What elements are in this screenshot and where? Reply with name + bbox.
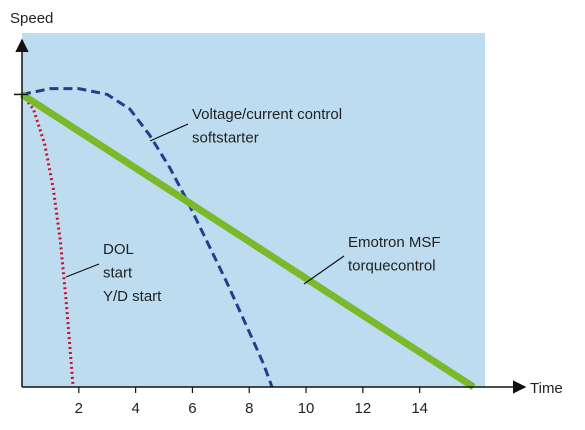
annotation-text: Emotron MSF <box>348 234 441 251</box>
annotation-text: Y/D start <box>103 288 162 305</box>
x-tick-label: 8 <box>245 400 253 417</box>
series-line <box>20 93 75 388</box>
plot-background <box>22 33 485 387</box>
annotation-text: Voltage/current control <box>192 106 342 123</box>
series-line <box>21 87 274 388</box>
annotation-leader <box>303 255 345 285</box>
x-tick-label: 2 <box>75 400 83 417</box>
annotation-text: start <box>103 264 133 281</box>
x-tick-label: 14 <box>411 400 428 417</box>
annotation-text: torquecontrol <box>348 257 436 274</box>
y-axis-label: Speed <box>10 10 53 27</box>
annotation-leader <box>149 123 189 142</box>
x-tick-label: 4 <box>131 400 139 417</box>
x-tick-label: 10 <box>298 400 315 417</box>
x-tick-label: 6 <box>188 400 196 417</box>
annotation-text: softstarter <box>192 129 259 146</box>
annotation-text: DOL <box>103 241 134 258</box>
x-axis-label: Time <box>530 380 563 397</box>
x-tick-label: 12 <box>355 400 372 417</box>
annotation-leader <box>65 263 100 278</box>
series-line <box>20 91 476 390</box>
